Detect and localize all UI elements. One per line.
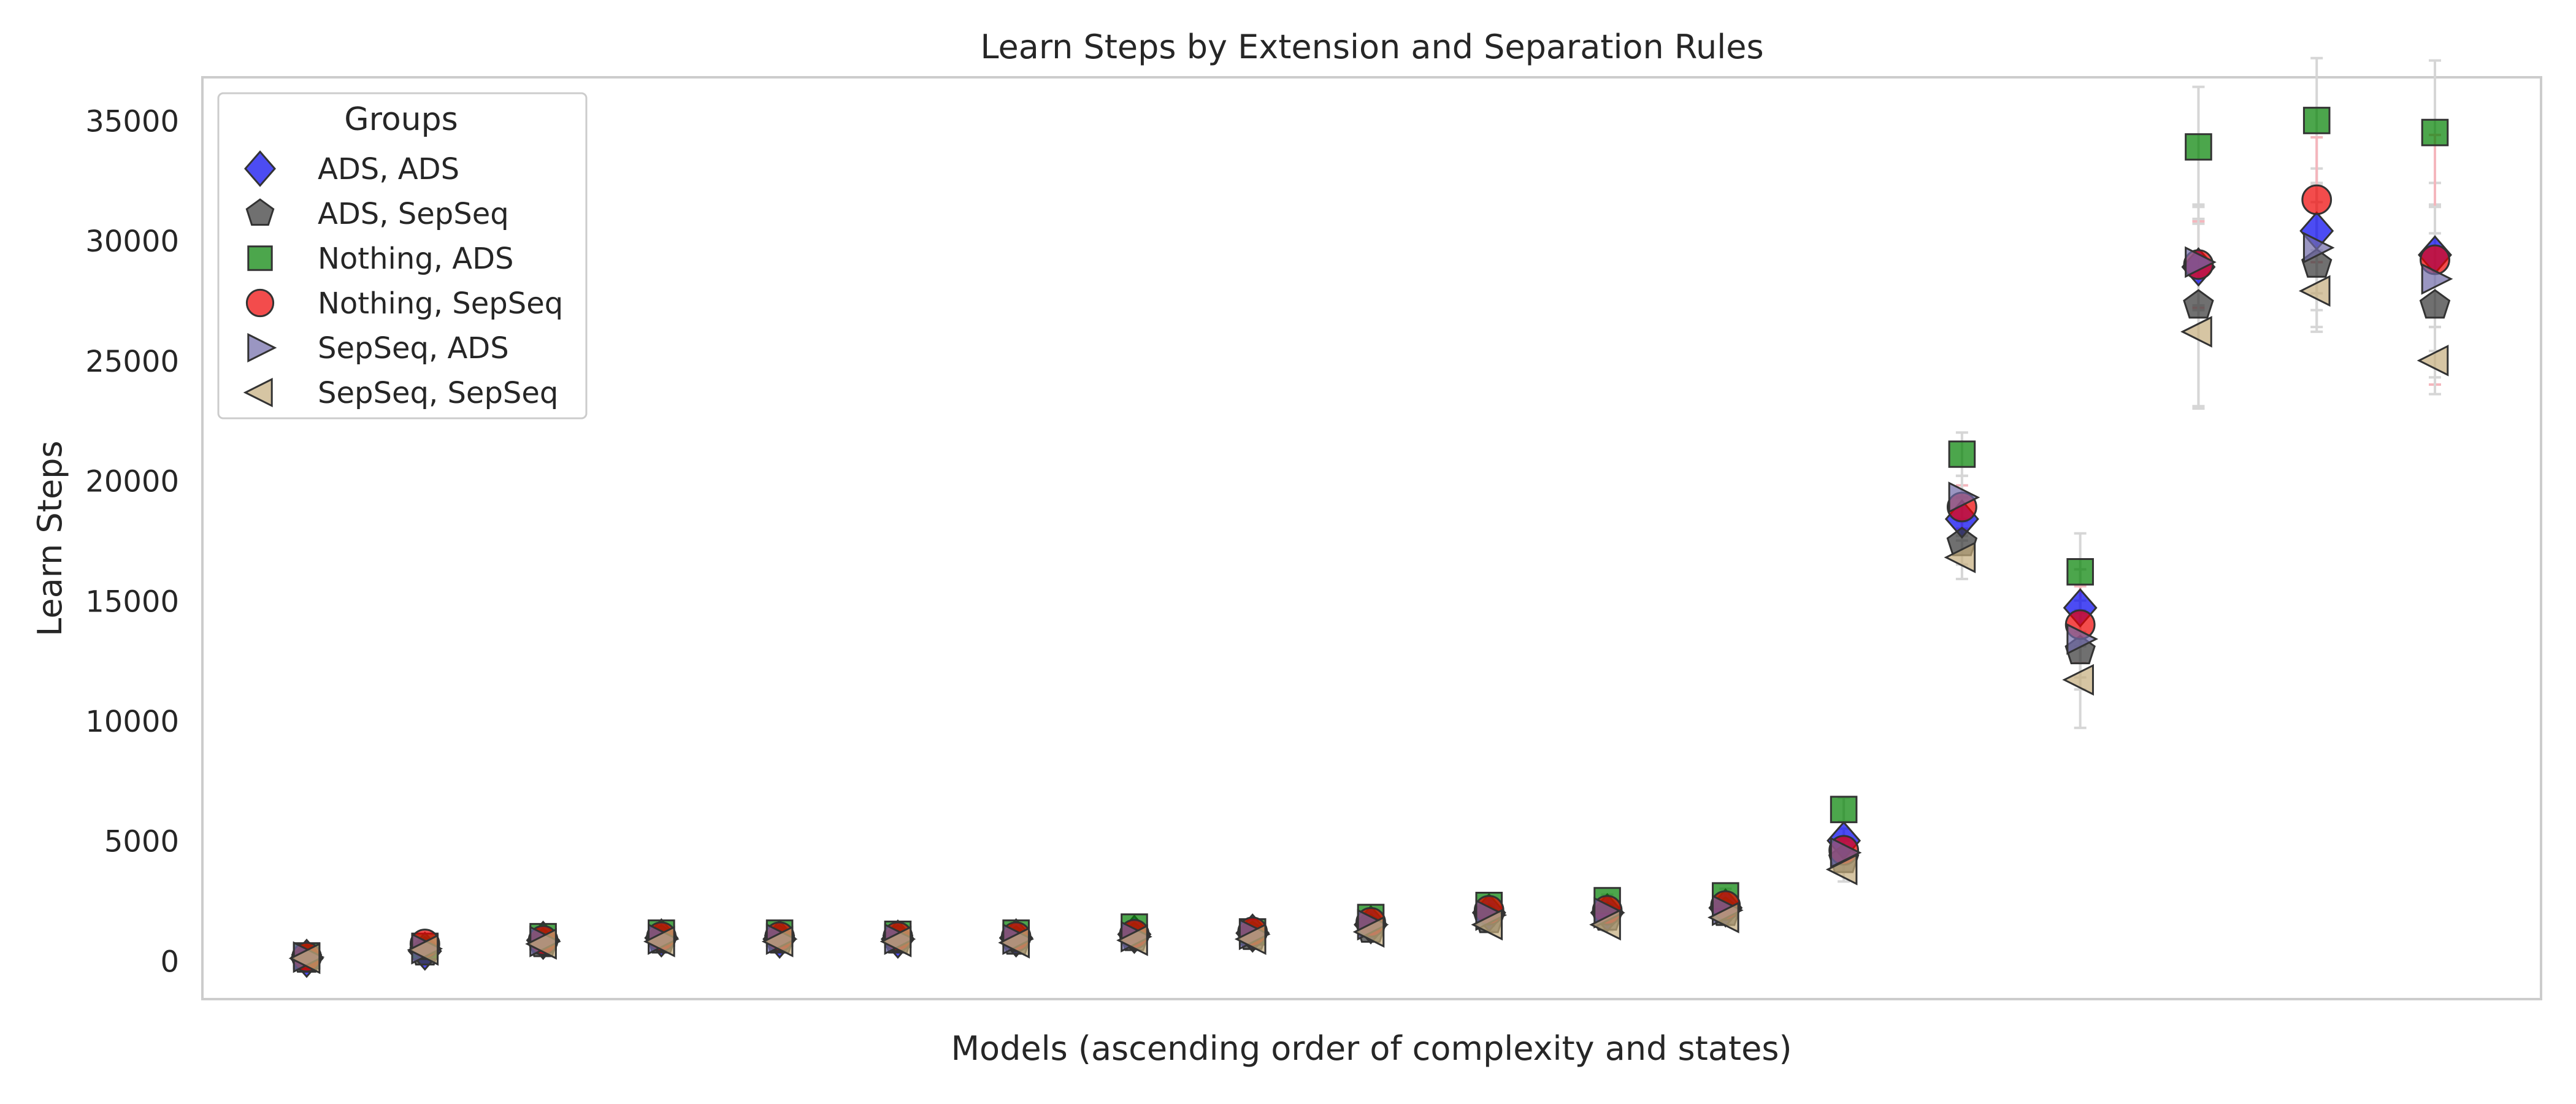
marker-sepseq-sepseq <box>998 927 1030 959</box>
y-axis-ticks: 0 5000 10000 15000 20000 25000 30000 35000 <box>85 104 179 979</box>
legend-marker-ads-sepseq <box>245 198 275 226</box>
legend-label: Nothing, SepSeq <box>318 286 563 321</box>
marker-sepseq-sepseq <box>525 928 557 960</box>
legend-label: ADS, SepSeq <box>318 197 509 231</box>
marker-nothing-ads <box>2185 133 2212 161</box>
y-tick-label: 5000 <box>104 825 179 859</box>
marker-sepseq-sepseq <box>2298 275 2331 307</box>
legend-title: Groups <box>344 101 458 138</box>
legend-marker-nothing-sepseq <box>245 288 275 318</box>
legend-marker-sepseq-ads <box>247 332 277 363</box>
marker-sepseq-sepseq <box>2062 664 2094 696</box>
marker-ads-sepseq <box>2419 289 2451 319</box>
marker-nothing-ads <box>1948 440 1976 468</box>
marker-sepseq-sepseq <box>761 926 794 957</box>
chart-title: Learn Steps by Extension and Separation … <box>980 28 1763 66</box>
marker-nothing-sepseq <box>2301 184 2333 215</box>
legend-label: Nothing, ADS <box>318 242 514 276</box>
plot-frame <box>201 76 2542 1000</box>
marker-ads-sepseq <box>2183 289 2214 319</box>
marker-sepseq-sepseq <box>407 933 439 966</box>
y-tick-label: 30000 <box>85 224 179 259</box>
marker-sepseq-ads <box>1948 481 1980 513</box>
marker-sepseq-ads <box>2421 263 2453 295</box>
legend: Groups ADS, ADS ADS, SepSeq Nothing, ADS No… <box>217 92 588 420</box>
marker-sepseq-sepseq <box>880 926 912 957</box>
error-bars <box>301 56 2441 962</box>
legend-marker-ads-ads <box>244 150 276 187</box>
legend-frame <box>217 92 588 420</box>
marker-sepseq-sepseq <box>2180 316 2212 348</box>
y-tick-label: 0 <box>160 945 179 979</box>
legend-label: SepSeq, ADS <box>318 331 509 366</box>
marker-sepseq-ads <box>2302 232 2335 264</box>
marker-nothing-ads <box>2421 118 2449 147</box>
marker-sepseq-sepseq <box>1589 908 1621 941</box>
marker-sepseq-sepseq <box>2417 345 2449 377</box>
y-tick-label: 35000 <box>85 104 179 139</box>
marker-sepseq-ads <box>2066 623 2099 655</box>
legend-label: SepSeq, SepSeq <box>318 376 558 410</box>
marker-nothing-ads <box>2066 558 2094 586</box>
marker-sepseq-ads <box>2185 246 2217 278</box>
y-tick-label: 25000 <box>85 345 179 379</box>
marker-sepseq-sepseq <box>1707 902 1739 933</box>
legend-label: ADS, ADS <box>318 152 459 186</box>
y-axis-label: Learn Steps <box>31 440 69 636</box>
marker-sepseq-sepseq <box>1825 853 1858 886</box>
marker-sepseq-sepseq <box>1471 908 1503 941</box>
legend-marker-sepseq-sepseq <box>243 377 273 408</box>
marker-nothing-ads <box>1830 795 1858 824</box>
marker-sepseq-sepseq <box>1234 923 1267 955</box>
marker-sepseq-sepseq <box>1116 924 1148 956</box>
y-tick-label: 20000 <box>85 465 179 499</box>
marker-sepseq-sepseq <box>1352 916 1385 948</box>
x-axis-label: Models (ascending order of complexity an… <box>951 1029 1792 1068</box>
y-tick-label: 15000 <box>85 585 179 619</box>
marker-sepseq-sepseq <box>643 926 675 957</box>
marker-sepseq-sepseq <box>288 942 321 975</box>
legend-marker-nothing-ads <box>247 245 273 271</box>
y-tick-label: 10000 <box>85 705 179 739</box>
marker-nothing-ads <box>2302 107 2331 134</box>
data-markers <box>288 107 2453 978</box>
marker-sepseq-sepseq <box>1944 541 1976 573</box>
